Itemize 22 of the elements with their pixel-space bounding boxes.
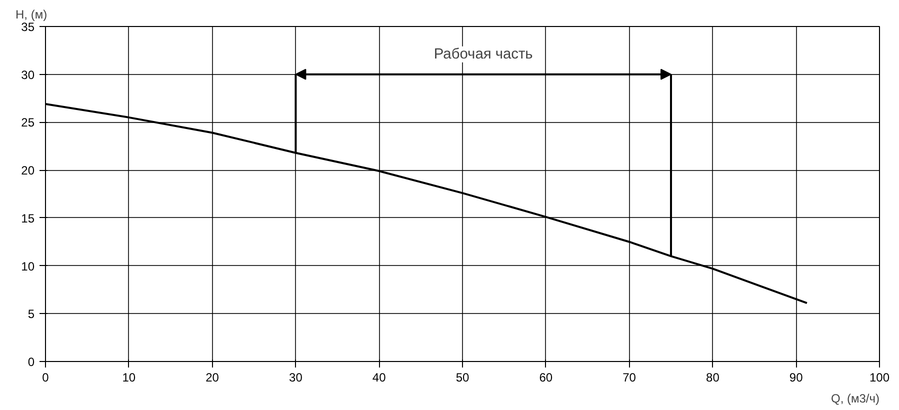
y-tick-label: 5	[28, 307, 35, 322]
x-tick-label: 30	[289, 370, 303, 384]
y-tick-label: 25	[21, 116, 35, 130]
x-tick-label: 50	[456, 370, 470, 384]
x-tick-label: 20	[206, 370, 220, 384]
y-tick-label: 15	[21, 211, 35, 226]
y-tick-label: 20	[21, 164, 35, 178]
y-tick-label: 10	[21, 259, 35, 274]
annotation: Рабочая часть	[434, 46, 534, 62]
y-axis-title: H, (м)	[16, 8, 48, 22]
x-tick-label: 60	[539, 370, 553, 384]
x-tick-label: 0	[42, 370, 50, 384]
x-tick-label: 90	[789, 370, 804, 384]
x-tick-label: 40	[372, 370, 386, 384]
x-tick-label: 10	[122, 370, 136, 384]
x-tick-label: 80	[706, 370, 720, 384]
x-axis-title: Q, (м3/ч)	[830, 392, 880, 406]
y-tick-label: 30	[21, 68, 35, 82]
y-tick-label: 35	[21, 20, 35, 34]
y-tick-label: 0	[28, 355, 35, 369]
x-tick-label: 70	[622, 370, 636, 384]
x-tick-label: 100	[869, 370, 890, 384]
